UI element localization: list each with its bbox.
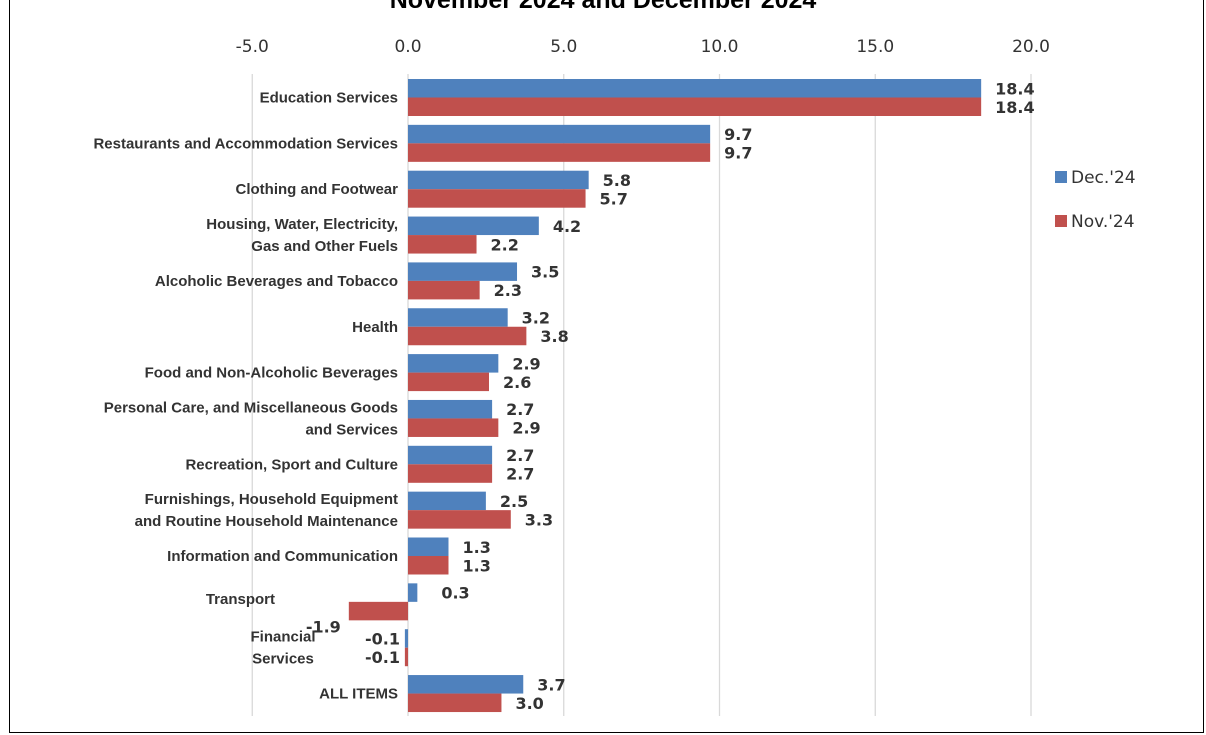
data-label: 3.2 [522,309,550,328]
legend: Dec.'24 Nov.'24 [1055,168,1136,232]
bar [408,693,502,713]
chart-title: November 2024 and December 2024 [389,0,817,14]
category-label: Gas and Other Fuels [251,238,398,255]
bar [348,601,408,621]
data-labels: 18.418.49.79.75.85.74.22.23.52.33.23.82.… [306,79,1035,713]
category-labels: Education Services Restaurants and Accomm… [93,90,398,703]
category-label: Financial [250,629,315,646]
data-label: 2.9 [512,419,540,438]
category-label: Furnishings, Household Equipment [145,491,398,508]
data-label: -0.1 [365,648,400,667]
category-label: Housing, Water, Electricity, [206,216,398,233]
category-label: Education Services [260,90,398,107]
bar [408,399,493,419]
x-tick-label: 20.0 [1012,37,1050,57]
chart-frame [9,0,1204,733]
x-tick-label: 15.0 [856,37,894,57]
data-label: 0.3 [441,584,469,603]
gridlines [251,74,1032,716]
legend-swatch [1055,215,1067,227]
bar [408,216,539,236]
data-label: 2.2 [491,235,519,254]
data-label: 2.7 [506,400,534,419]
bar [408,445,493,465]
category-label: Clothing and Footwear [236,181,399,198]
x-tick-label: 10.0 [701,37,739,57]
data-label: 1.3 [462,538,490,557]
data-label: 9.7 [724,125,752,144]
bar [408,124,711,144]
bar [408,79,982,98]
category-label: Alcoholic Beverages and Tobacco [155,273,398,290]
data-label: 3.3 [525,510,553,529]
bar [408,170,589,190]
category-label: ALL ITEMS [319,686,398,703]
legend-swatch [1055,171,1067,183]
bar [408,491,486,511]
bar [408,372,489,392]
bar [408,280,480,300]
bar [408,510,511,529]
category-label: and Routine Household Maintenance [135,513,398,530]
data-label: 3.0 [515,694,543,713]
category-label: Health [352,319,398,336]
data-label: 2.7 [506,446,534,465]
data-label: 2.5 [500,492,528,511]
data-label: 3.5 [531,263,559,282]
bar [408,143,711,162]
category-label: Restaurants and Accommodation Services [93,135,398,152]
category-label: Information and Communication [167,548,398,565]
bar [408,464,493,483]
data-label: 3.8 [540,327,568,346]
data-label: 2.9 [512,354,540,373]
bar [404,647,408,667]
bar [408,97,982,116]
bar [408,556,449,575]
data-label: 5.7 [600,189,628,208]
bars [348,79,982,713]
data-label: 18.4 [995,98,1034,117]
data-label: 2.7 [506,465,534,484]
data-label: 18.4 [995,79,1034,98]
bar [408,418,499,437]
bar [408,354,499,373]
data-label: 2.6 [503,373,531,392]
category-label: Transport [206,591,275,608]
bar [408,235,477,254]
legend-label: Nov.'24 [1071,212,1135,232]
x-axis-ticks: -5.0 0.0 5.0 10.0 15.0 20.0 [236,37,1050,57]
x-tick-label: 0.0 [394,37,421,57]
x-tick-label: 5.0 [550,37,577,57]
bar [408,262,518,281]
data-label: 3.7 [537,675,565,694]
data-label: 2.3 [494,281,522,300]
data-label: 5.8 [603,171,631,190]
category-label: Food and Non-Alcoholic Beverages [145,365,398,382]
bar [408,326,527,346]
bar [408,537,449,556]
data-label: -1.9 [306,617,341,636]
category-label: and Services [305,421,398,438]
legend-label: Dec.'24 [1071,168,1136,188]
x-tick-label: -5.0 [236,37,269,57]
bar [408,675,524,694]
data-label: 4.2 [553,217,581,236]
bar [404,629,408,648]
data-label: -0.1 [365,629,400,648]
bar [408,308,508,327]
data-label: 1.3 [462,556,490,575]
data-label: 9.7 [724,144,752,163]
bar [408,583,418,602]
category-label: Personal Care, and Miscellaneous Goods [104,399,398,416]
category-label: Recreation, Sport and Culture [185,456,398,473]
category-label: Services [252,651,314,668]
bar [408,189,586,208]
